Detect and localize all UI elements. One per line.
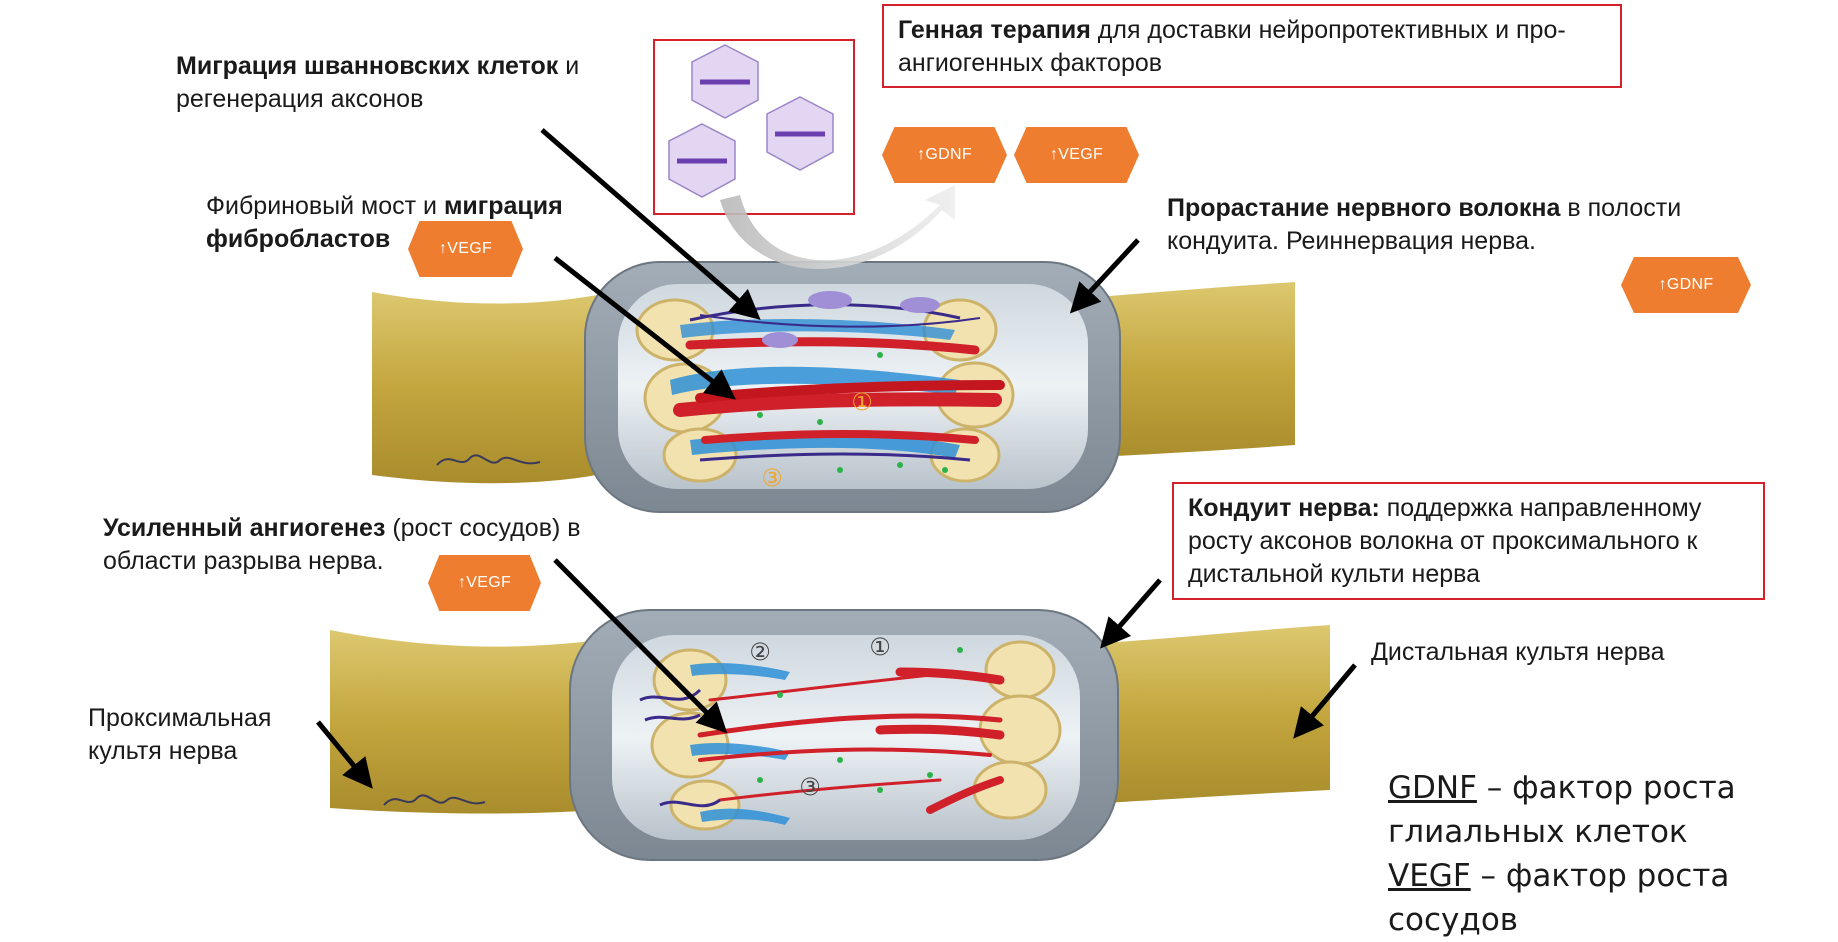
- angiogenesis-label: Усиленный ангиогенез (рост сосудов) в об…: [103, 512, 628, 578]
- schwann-label-rest: и регенерация аксонов: [176, 52, 580, 113]
- gene-therapy-rest: для доставки нейропротективных и про-анг…: [898, 16, 1566, 77]
- angio-label-rest: (рост сосудов) в области разрыва нерва.: [103, 514, 581, 575]
- fibrin-label-plain: Фибриновый мост и: [206, 192, 444, 220]
- legend-gdnf-def: – фактор роста глиальных клеток: [1388, 770, 1736, 850]
- nerve-conduit-box: Кондуит нерва: поддержка направленному р…: [1172, 482, 1765, 600]
- viral-vector-icon: [668, 123, 736, 198]
- legend-vegf: VEGF – фактор роста сосудов: [1388, 854, 1828, 942]
- arrow-proximal: [316, 720, 373, 789]
- gene-therapy-box: Генная терапия для доставки нейропротект…: [882, 4, 1622, 88]
- arrow-angio: [553, 558, 728, 734]
- arrow-conduit: [1100, 578, 1162, 649]
- viral-vector-icon: [691, 44, 759, 119]
- fibrin-label-bold: миграция фибробластов: [206, 192, 563, 253]
- sprout-label-bold: Прорастание нервного волокна: [1167, 194, 1561, 222]
- viral-vector-icon: [766, 96, 834, 171]
- fibrin-bridge-label: Фибриновый мост и миграция фибробластов: [206, 190, 616, 256]
- schwann-label-bold: Миграция шванновских клеток: [176, 52, 559, 80]
- nerve-regeneration-illustration: ① ③ ② ① ③: [316, 39, 1357, 861]
- pointer-arrows: [316, 128, 1357, 789]
- proximal-nerve-stump-top: [372, 290, 620, 484]
- schwann-migration-label: Миграция шванновских клеток и регенераци…: [176, 50, 596, 116]
- arrow-fibrin: [553, 256, 736, 400]
- marker-top-1: ①: [851, 388, 873, 416]
- sprout-label-rest: в полости кондуита. Реиннервация нерва.: [1167, 194, 1682, 255]
- abbreviation-legend: GDNF – фактор роста глиальных клеток VEG…: [1388, 766, 1828, 942]
- regenerating-tissue-bottom: [383, 640, 1062, 831]
- legend-gdnf-term: GDNF: [1388, 770, 1477, 806]
- gdnf-tag-top: ↑GDNF: [882, 127, 1007, 183]
- nerve-sprouting-label: Прорастание нервного волокна в полости к…: [1167, 192, 1687, 258]
- gdnf-tag-right: ↑GDNF: [1621, 257, 1751, 313]
- distal-stump-label: Дистальная культя нерва: [1371, 638, 1665, 666]
- vegf-tag-angio: ↑VEGF: [428, 555, 541, 611]
- legend-vegf-term: VEGF: [1388, 858, 1471, 894]
- proximal-stump-label: Проксимальная культя нерва: [88, 704, 272, 765]
- marker-bottom-3: ③: [799, 773, 821, 801]
- conduit-bold: Кондуит нерва:: [1188, 494, 1380, 522]
- distal-nerve-stump-bottom: [1070, 625, 1330, 805]
- arrow-distal: [1293, 663, 1357, 739]
- regenerating-tissue-top: [436, 291, 1015, 483]
- proximal-nerve-stump-bottom: [330, 630, 600, 814]
- marker-top-3: ③: [761, 464, 783, 492]
- arrow-sprout: [1069, 238, 1140, 314]
- conduit-rest: поддержка направленному росту аксонов во…: [1188, 494, 1702, 588]
- legend-gdnf: GDNF – фактор роста глиальных клеток: [1388, 766, 1828, 854]
- gene-therapy-virus-panel: [653, 39, 855, 215]
- gene-therapy-bold: Генная терапия: [898, 16, 1091, 44]
- vegf-tag-top: ↑VEGF: [1014, 127, 1139, 183]
- vegf-tag-fibrin: ↑VEGF: [408, 221, 523, 277]
- marker-bottom-1: ①: [869, 633, 891, 661]
- angio-label-bold: Усиленный ангиогенез: [103, 514, 386, 542]
- arrow-schwann: [540, 128, 761, 320]
- marker-bottom-2: ②: [749, 638, 771, 666]
